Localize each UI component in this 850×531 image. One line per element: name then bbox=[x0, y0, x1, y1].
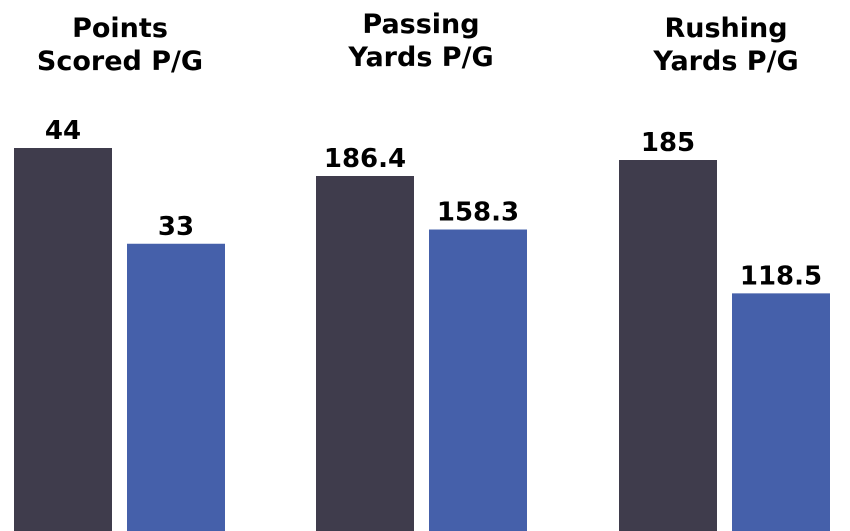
bar-rushing-yards-2 bbox=[732, 293, 830, 531]
value-label-passing-yards-1: 186.4 bbox=[324, 144, 406, 174]
value-label-points-scored-2: 33 bbox=[158, 212, 194, 242]
value-label-rushing-yards-2: 118.5 bbox=[740, 261, 822, 291]
bar-rushing-yards-1 bbox=[619, 160, 717, 531]
value-label-rushing-yards-1: 185 bbox=[641, 128, 695, 158]
bar-passing-yards-1 bbox=[316, 176, 414, 531]
bar-points-scored-1 bbox=[14, 148, 112, 531]
value-label-passing-yards-2: 158.3 bbox=[437, 198, 519, 228]
panel-title-passing-yards: Passing Yards P/G bbox=[348, 9, 494, 73]
panel-title-points-scored: Points Scored P/G bbox=[36, 13, 204, 77]
value-label-points-scored-1: 44 bbox=[45, 116, 81, 146]
panel-title-rushing-yards: Rushing Yards P/G bbox=[653, 13, 799, 77]
bar-points-scored-2 bbox=[127, 243, 225, 531]
bar-passing-yards-2 bbox=[429, 229, 527, 531]
